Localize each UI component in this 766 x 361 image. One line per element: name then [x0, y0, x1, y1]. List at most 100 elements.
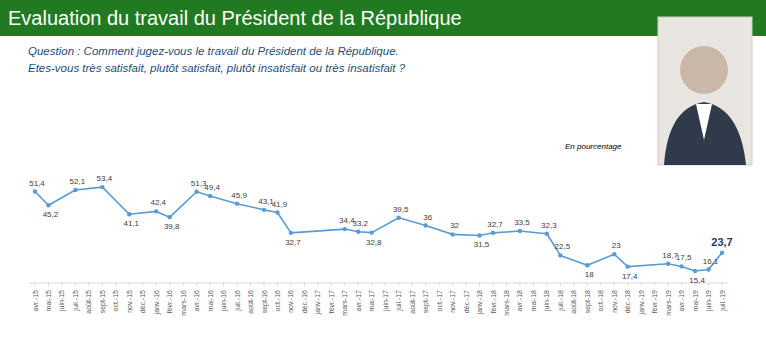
title: Evaluation du travail du Président de la… — [8, 7, 462, 29]
x-tick — [102, 283, 103, 286]
x-tick-label: avr.-18 — [516, 290, 523, 312]
marker — [423, 223, 427, 227]
x-tick-label: mars-19 — [665, 290, 672, 316]
marker — [127, 212, 131, 216]
x-tick — [398, 283, 399, 286]
marker — [194, 190, 198, 194]
data-label: 41,1 — [124, 219, 140, 228]
data-label: 32,3 — [541, 221, 557, 230]
x-tick — [196, 283, 197, 286]
x-tick-label: sept-17 — [422, 290, 430, 313]
data-label: 32 — [450, 221, 459, 230]
marker — [370, 230, 374, 234]
marker — [545, 232, 549, 236]
marker — [491, 231, 495, 235]
x-tick — [183, 283, 184, 286]
x-tick — [156, 283, 157, 286]
x-tick-label: déc.-17 — [463, 290, 470, 313]
marker — [693, 269, 697, 273]
data-label: 51,4 — [29, 179, 45, 188]
x-tick-label: sept-16 — [261, 290, 269, 313]
x-tick — [290, 283, 291, 286]
marker — [720, 251, 724, 255]
x-tick — [479, 283, 480, 286]
x-tick — [115, 283, 116, 286]
x-tick — [142, 283, 143, 286]
x-tick — [654, 283, 655, 286]
x-tick-label: mai-18 — [530, 290, 537, 312]
x-tick-label: févr.-16 — [166, 290, 173, 313]
data-label: 31,5 — [474, 240, 490, 249]
x-tick-label: févr.-17 — [328, 290, 335, 313]
marker — [397, 216, 401, 220]
x-tick-label: oct.-15 — [112, 290, 119, 312]
marker — [262, 208, 266, 212]
data-label: 32,7 — [285, 238, 301, 247]
x-tick-label: mars-17 — [341, 290, 348, 316]
x-tick — [573, 283, 574, 286]
x-tick-label: sept-18 — [584, 290, 592, 313]
x-tick-label: janv.-19 — [638, 290, 646, 315]
x-tick-label: nov.-15 — [126, 290, 133, 313]
x-tick — [627, 283, 628, 286]
x-tick-label: févr.-19 — [651, 290, 658, 313]
marker — [450, 232, 454, 236]
header-bar — [0, 0, 766, 36]
x-tick-label: févr.-18 — [490, 290, 497, 313]
marker — [275, 210, 279, 214]
x-tick — [533, 283, 534, 286]
x-tick — [304, 283, 305, 286]
x-tick-label: mai-19 — [692, 290, 699, 312]
data-label: 18 — [585, 270, 594, 279]
x-tick — [519, 283, 520, 286]
x-tick — [681, 283, 682, 286]
x-tick — [223, 283, 224, 286]
data-label: 45,9 — [231, 191, 247, 200]
marker — [518, 229, 522, 233]
x-tick-label: déc.-18 — [624, 290, 631, 313]
data-label: 16,1 — [703, 257, 719, 266]
data-label: 15,4 — [689, 276, 705, 285]
x-tick-label: avr.-17 — [355, 290, 362, 312]
x-tick-label: janv.-16 — [153, 290, 161, 315]
x-tick-label: déc.-15 — [139, 290, 146, 313]
x-tick — [129, 283, 130, 286]
marker — [558, 253, 562, 257]
marker — [679, 264, 683, 268]
x-tick — [61, 283, 62, 286]
x-tick — [425, 283, 426, 286]
x-tick-label: juin-15 — [58, 290, 66, 312]
x-tick — [587, 283, 588, 286]
x-tick — [237, 283, 238, 286]
marker — [612, 252, 616, 256]
x-tick-label: oct.-18 — [597, 290, 604, 312]
x-tick — [493, 283, 494, 286]
marker — [477, 233, 481, 237]
data-label: 45,2 — [43, 210, 59, 219]
x-tick-label: juil.-15 — [72, 290, 80, 312]
x-tick — [466, 283, 467, 286]
x-tick — [331, 283, 332, 286]
marker — [46, 203, 50, 207]
line — [35, 187, 722, 271]
x-tick — [668, 283, 669, 286]
x-tick-label: juil.-17 — [395, 290, 403, 312]
x-tick — [371, 283, 372, 286]
x-axis-line — [29, 283, 728, 284]
data-label: 32,7 — [487, 220, 503, 229]
annotation: En pourcentage — [565, 142, 622, 151]
x-tick — [546, 283, 547, 286]
photo — [658, 17, 752, 165]
x-tick-label: août-16 — [247, 290, 254, 314]
x-tick-label: sept-15 — [99, 290, 107, 313]
x-tick-label: mai-15 — [45, 290, 52, 312]
x-tick-label: août-17 — [409, 290, 416, 314]
x-tick-label: nov.-17 — [449, 290, 456, 313]
data-label: 32,8 — [366, 238, 382, 247]
marker — [33, 189, 37, 193]
x-tick-label: janv.-17 — [314, 290, 322, 315]
data-label: 52,1 — [70, 177, 86, 186]
marker — [666, 262, 670, 266]
x-tick — [210, 283, 211, 286]
marker — [73, 188, 77, 192]
